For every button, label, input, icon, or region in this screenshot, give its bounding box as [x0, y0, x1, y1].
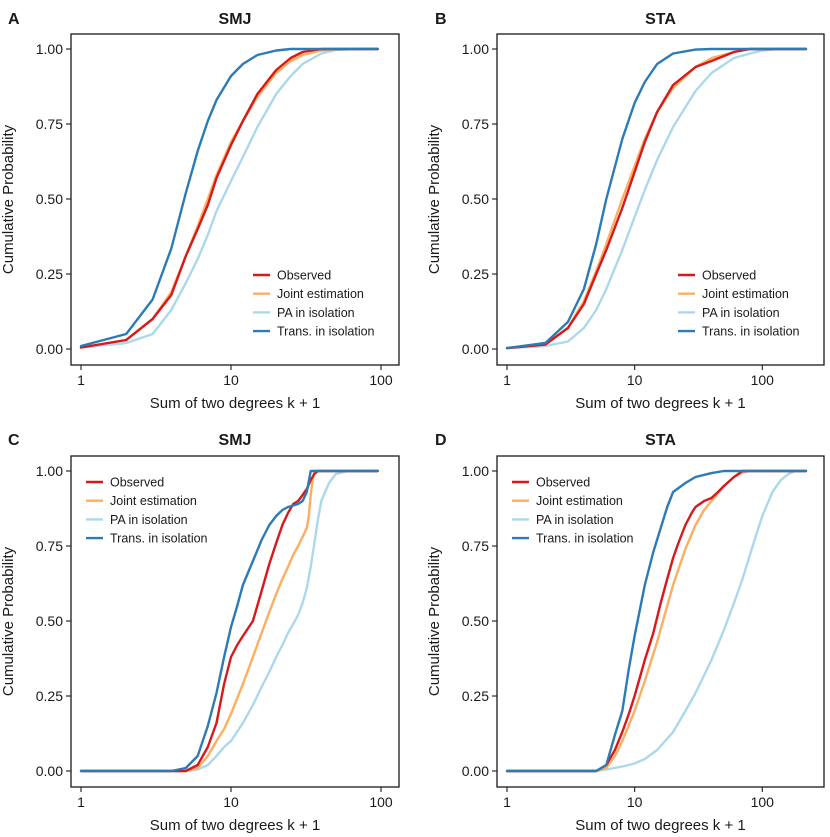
- panel-d-legend: Observed Joint estimation PA in isolation T…: [512, 476, 634, 546]
- panel-d-line-trans-in-isolation: [505, 469, 808, 773]
- panel-c-line-pa-in-isolation: [79, 469, 379, 773]
- panel-d-ytick-label: 0.25: [462, 688, 489, 704]
- panel-a-legend-label-joint-estimation: Joint estimation: [277, 287, 364, 301]
- panel-b-line-observed: [505, 47, 808, 350]
- panel-b-x-axis-label: Sum of two degrees k + 1: [575, 395, 746, 412]
- panel-a-line-observed: [79, 47, 379, 349]
- panel-d-legend-label-observed: Observed: [536, 476, 590, 490]
- panel-c-legend-label-observed: Observed: [110, 476, 164, 490]
- panel-d-legend-label-joint-estimation: Joint estimation: [536, 494, 623, 508]
- panel-c-ytick-label: 0.75: [36, 538, 63, 554]
- panel-b-ytick-label: 0.75: [462, 116, 489, 132]
- panel-c-xtick-label: 10: [223, 794, 239, 810]
- panel-b-legend-label-joint-estimation: Joint estimation: [702, 287, 789, 301]
- panel-c-xtick-label: 100: [369, 794, 393, 810]
- panel-c-legend-label-trans-in-isolation: Trans. in isolation: [110, 532, 208, 546]
- panel-d-ytick-label: 0.75: [462, 538, 489, 554]
- panel-c-letter: C: [8, 432, 20, 449]
- panel-b: B STA 0.00 0.25 0.50 0.75 1.00 1 10 100 Sum of two…: [426, 11, 825, 412]
- panel-c-xtick-label: 1: [77, 794, 85, 810]
- panel-b-line-joint-estimation: [505, 47, 808, 350]
- panel-c: C SMJ 0.00 0.25 0.50 0.75 1.00 1 10 100 Sum of two…: [0, 432, 400, 834]
- panel-a-ytick-label: 0.50: [36, 191, 63, 207]
- panel-a-ytick-label: 0.75: [36, 116, 63, 132]
- panel-c-ytick-label: 1.00: [36, 463, 63, 479]
- panel-d-letter: D: [435, 432, 447, 449]
- panel-a-ytick-label: 1.00: [36, 41, 63, 57]
- panel-a-xtick-label: 10: [223, 372, 239, 388]
- panel-c-ytick-label: 0.50: [36, 613, 63, 629]
- panel-a-x-axis-label: Sum of two degrees k + 1: [150, 395, 321, 412]
- panel-d-line-observed: [505, 469, 808, 773]
- panel-b-legend-label-pa-in-isolation: PA in isolation: [702, 306, 780, 320]
- panel-a-legend-label-observed: Observed: [277, 269, 331, 283]
- panel-a-xtick-label: 1: [77, 372, 85, 388]
- panel-d-ytick-label: 1.00: [462, 463, 489, 479]
- panel-d-legend-label-trans-in-isolation: Trans. in isolation: [536, 532, 634, 546]
- panel-c-line-trans-in-isolation: [79, 469, 379, 773]
- panel-d-ytick-label: 0.00: [462, 763, 489, 779]
- panel-b-ytick-label: 0.50: [462, 191, 489, 207]
- panel-d-x-axis-label: Sum of two degrees k + 1: [575, 817, 746, 834]
- panel-c-legend: Observed Joint estimation PA in isolation T…: [86, 476, 208, 546]
- panel-c-ytick-label: 0.00: [36, 763, 63, 779]
- panel-c-legend-label-pa-in-isolation: PA in isolation: [110, 513, 188, 527]
- panel-d-title: STA: [645, 432, 676, 449]
- panel-b-line-pa-in-isolation: [505, 47, 808, 350]
- panel-a-letter: A: [8, 11, 20, 28]
- panel-d-xtick-label: 10: [627, 794, 643, 810]
- panel-d: D STA 0.00 0.25 0.50 0.75 1.00 1 10 100 Sum of two…: [426, 432, 825, 834]
- panel-d-xtick-label: 1: [503, 794, 511, 810]
- panel-b-title: STA: [645, 11, 676, 28]
- panel-a-title: SMJ: [219, 11, 252, 28]
- panel-a-line-joint-estimation: [79, 47, 379, 349]
- panel-d-ytick-label: 0.50: [462, 613, 489, 629]
- panel-b-ytick-label: 1.00: [462, 41, 489, 57]
- panel-b-xtick-label: 10: [627, 372, 643, 388]
- panel-a-legend-label-trans-in-isolation: Trans. in isolation: [277, 325, 375, 339]
- panel-a-legend-label-pa-in-isolation: PA in isolation: [277, 306, 355, 320]
- panel-c-x-axis-label: Sum of two degrees k + 1: [150, 817, 321, 834]
- panel-d-y-axis-label: Cumulative Probability: [426, 546, 443, 696]
- panel-a-line-pa-in-isolation: [79, 47, 379, 349]
- panel-b-letter: B: [435, 11, 447, 28]
- panel-a-ytick-label: 0.00: [36, 341, 63, 357]
- panel-b-xtick-label: 100: [751, 372, 775, 388]
- panel-c-title: SMJ: [219, 432, 252, 449]
- panel-a-xtick-label: 100: [369, 372, 393, 388]
- panel-a-legend: Observed Joint estimation PA in isolation T…: [253, 269, 375, 339]
- panel-b-legend: Observed Joint estimation PA in isolation T…: [678, 269, 800, 339]
- panel-b-line-trans-in-isolation: [505, 47, 808, 350]
- panel-b-legend-label-trans-in-isolation: Trans. in isolation: [702, 325, 800, 339]
- panel-b-xtick-label: 1: [503, 372, 511, 388]
- panel-c-legend-label-joint-estimation: Joint estimation: [110, 494, 197, 508]
- panel-b-ytick-label: 0.25: [462, 266, 489, 282]
- panel-b-y-axis-label: Cumulative Probability: [426, 124, 443, 274]
- panel-c-y-axis-label: Cumulative Probability: [0, 546, 17, 696]
- panel-d-line-pa-in-isolation: [505, 469, 808, 773]
- panel-a-line-trans-in-isolation: [79, 47, 379, 348]
- panel-a: A SMJ 0.00 0.25 0.50 0.75 1.00 1 10 100 Sum of two…: [0, 11, 400, 412]
- panel-d-xtick-label: 100: [751, 794, 775, 810]
- panel-b-ytick-label: 0.00: [462, 341, 489, 357]
- panel-a-y-axis-label: Cumulative Probability: [0, 124, 17, 274]
- panel-b-legend-label-observed: Observed: [702, 269, 756, 283]
- panel-c-ytick-label: 0.25: [36, 688, 63, 704]
- panel-d-legend-label-pa-in-isolation: PA in isolation: [536, 513, 614, 527]
- panel-a-ytick-label: 0.25: [36, 266, 63, 282]
